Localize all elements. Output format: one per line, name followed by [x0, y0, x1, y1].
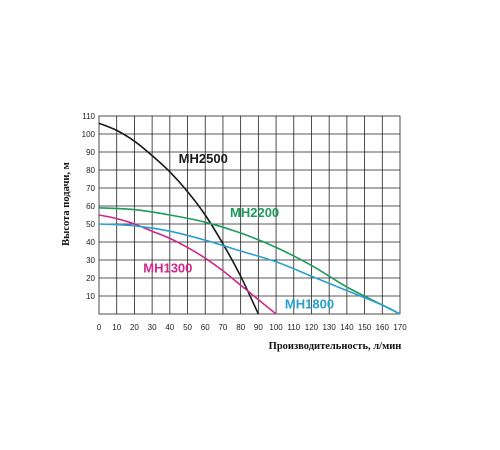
- series-line-mh2500: [98, 122, 260, 315]
- x-tick-label: 10: [112, 323, 121, 332]
- series-line-mh1800: [98, 223, 401, 315]
- x-tick-label: 80: [236, 323, 245, 332]
- y-tick-label: 40: [86, 238, 95, 247]
- y-tick-label: 30: [86, 256, 95, 265]
- series-label-mh2500: MH2500: [179, 151, 228, 166]
- x-tick-label: 130: [322, 323, 336, 332]
- series-label-mh2200: MH2200: [230, 205, 279, 220]
- grid: [98, 115, 401, 315]
- tick-labels: 0 10 20 30 40 50 60 70 80 90 100 110 120 130 140 150 160…: [82, 112, 408, 332]
- x-tick-label: 0: [97, 323, 102, 332]
- x-tick-label: 140: [340, 323, 354, 332]
- x-tick-label: 60: [201, 323, 210, 332]
- x-tick-label: 40: [165, 323, 174, 332]
- y-tick-label: 80: [86, 166, 95, 175]
- y-tick-label: 10: [86, 292, 95, 301]
- x-tick-label: 30: [148, 323, 157, 332]
- x-tick-label: 160: [376, 323, 390, 332]
- series-line-mh2200: [98, 207, 401, 315]
- x-tick-label: 170: [393, 323, 407, 332]
- x-tick-label: 20: [130, 323, 139, 332]
- y-tick-label: 90: [86, 148, 95, 157]
- series-lines: [98, 122, 401, 315]
- x-axis-title: Производительность, л/мин: [269, 341, 402, 352]
- x-tick-label: 100: [269, 323, 283, 332]
- series-labels: MH2500 MH2200 MH1300 MH1800: [143, 151, 334, 312]
- x-tick-label: 70: [218, 323, 227, 332]
- x-tick-label: 120: [305, 323, 319, 332]
- series-label-mh1300: MH1300: [143, 261, 192, 276]
- x-tick-label: 150: [358, 323, 372, 332]
- y-tick-label: 100: [82, 130, 96, 139]
- series-line-mh1300: [98, 214, 277, 315]
- y-tick-label: 20: [86, 274, 95, 283]
- y-tick-label: 70: [86, 184, 95, 193]
- x-tick-label: 110: [287, 323, 300, 332]
- y-tick-label: 60: [86, 202, 95, 211]
- y-tick-label: 50: [86, 220, 95, 229]
- x-tick-label: 50: [183, 323, 192, 332]
- x-tick-label: 90: [254, 323, 263, 332]
- y-tick-label: 110: [82, 112, 95, 121]
- series-label-mh1800: MH1800: [285, 297, 334, 312]
- y-axis-title: Высота подачи, м: [61, 162, 72, 246]
